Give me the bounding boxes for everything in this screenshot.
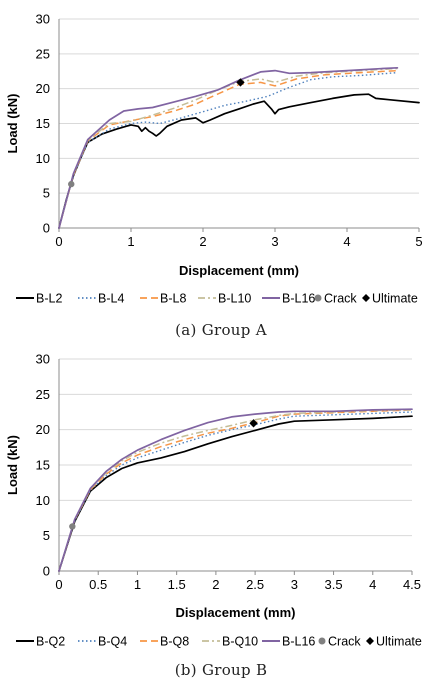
x-tick-label: 1 xyxy=(127,234,134,249)
y-axis-title: Load (kN) xyxy=(5,435,20,495)
crack-point xyxy=(69,523,76,530)
legend-label: Crack xyxy=(324,292,357,306)
y-tick-label: 5 xyxy=(43,186,50,201)
chart-group-a: 0 5 10 15 20 25 30 0 1 2 3 4 5 Displacement (mm) Load … xyxy=(5,12,423,340)
x-tick-label: 2.5 xyxy=(246,577,264,592)
legend-label: B-Q8 xyxy=(160,635,189,649)
crack-point xyxy=(68,180,75,188)
y-tick-label: 15 xyxy=(36,116,50,131)
y-tick-label: 15 xyxy=(36,458,50,473)
chart-group-b: 0 5 10 15 20 25 30 0 0.5 1 1.5 2 2.5 3 3.5 4 4.5 Displace… xyxy=(5,352,422,680)
y-tick-label: 30 xyxy=(36,12,50,27)
x-tick-label: 3.5 xyxy=(325,577,343,592)
y-tick-label: 5 xyxy=(43,528,50,543)
series-line-b-l4 xyxy=(58,71,398,229)
x-tick-label: 0 xyxy=(55,234,62,249)
series-line-b-q2 xyxy=(58,415,413,572)
y-axis-title: Load (kN) xyxy=(5,94,20,154)
y-tick-label: 20 xyxy=(36,81,50,96)
legend-label: B-L8 xyxy=(160,292,186,306)
legend-label: B-Q4 xyxy=(98,635,127,649)
y-tick-label: 25 xyxy=(36,46,50,61)
legend-ultimate-marker xyxy=(366,637,374,645)
y-tick-label: 0 xyxy=(43,564,50,579)
x-tick-label: 4.5 xyxy=(403,577,421,592)
legend-label: B-Q2 xyxy=(36,635,65,649)
x-tick-label: 0 xyxy=(55,577,62,592)
x-tick-label: 1.5 xyxy=(168,577,186,592)
x-tick-label: 4 xyxy=(343,234,350,249)
legend-label: B-L16 xyxy=(282,292,315,306)
x-tick-label: 1 xyxy=(134,577,141,592)
figure-caption: (b) Group B xyxy=(175,661,268,679)
series-line-b-l16 xyxy=(58,66,399,229)
legend-ultimate-marker xyxy=(362,294,370,302)
y-tick-label: 10 xyxy=(36,151,50,166)
series-line-b-l8 xyxy=(58,69,398,229)
y-tick-label: 0 xyxy=(43,221,50,236)
legend-label: Ultimate xyxy=(372,292,418,306)
x-tick-label: 0.5 xyxy=(89,577,107,592)
legend-label: Crack xyxy=(328,635,361,649)
y-tick-label: 25 xyxy=(36,387,50,402)
legend-crack-marker xyxy=(318,637,326,645)
x-axis-title: Displacement (mm) xyxy=(176,605,296,620)
y-tick-label: 10 xyxy=(36,493,50,508)
legend-label: B-L10 xyxy=(218,292,251,306)
series-line-b-q8 xyxy=(58,409,413,572)
x-tick-label: 2 xyxy=(212,577,219,592)
series-line-b-l10 xyxy=(58,67,398,229)
ultimate-point xyxy=(249,419,258,428)
series-line-b-q10 xyxy=(58,409,413,572)
legend-crack-marker xyxy=(314,294,322,302)
x-axis-title: Displacement (mm) xyxy=(179,263,299,278)
legend-label: B-L16 xyxy=(282,635,315,649)
legend-label: B-L2 xyxy=(36,292,62,306)
x-tick-label: 3 xyxy=(291,577,298,592)
x-tick-label: 2 xyxy=(199,234,206,249)
y-tick-label: 20 xyxy=(36,422,50,437)
y-tick-label: 30 xyxy=(36,352,50,367)
series-line-b-l2 xyxy=(58,93,420,229)
legend-label: B-L4 xyxy=(98,292,124,306)
legend: B-Q2 B-Q4 B-Q8 B-Q10 B-L16 Crack Ultimate xyxy=(16,635,422,649)
x-tick-label: 5 xyxy=(415,234,422,249)
figure-caption: (a) Group A xyxy=(175,321,267,339)
legend-label: Ultimate xyxy=(376,635,422,649)
ultimate-point xyxy=(236,78,245,87)
legend-label: B-Q10 xyxy=(222,635,258,649)
x-tick-label: 3 xyxy=(271,234,278,249)
series-line-b-l16 xyxy=(58,408,413,572)
legend: B-L2 B-L4 B-L8 B-L10 B-L16 Crack Ultimate xyxy=(16,292,418,306)
x-tick-label: 4 xyxy=(369,577,376,592)
